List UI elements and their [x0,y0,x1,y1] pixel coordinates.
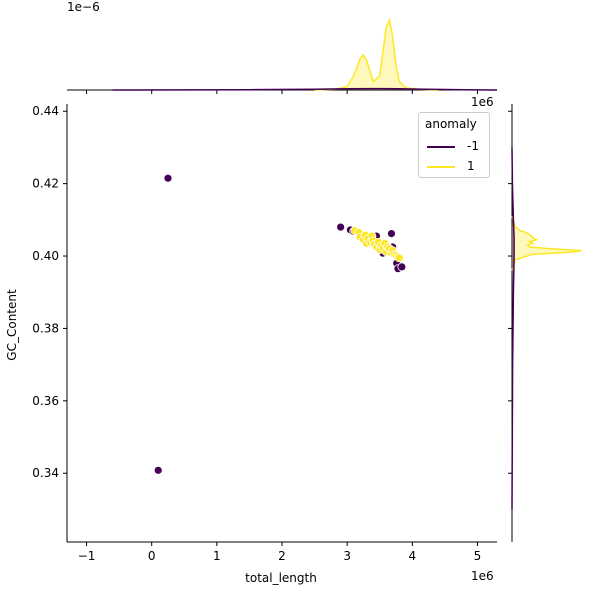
y-tick-label: 0.36 [32,394,59,408]
y-tick-label: 0.44 [32,104,59,118]
x-tick-label: 1 [213,549,221,563]
top-density-offset-label: 1e−6 [67,0,100,14]
legend-entry-pos1: 1 [427,159,487,175]
x-tick-label: 5 [474,549,482,563]
legend-entry-neg1: -1 [427,139,487,155]
top-marginal-axes [67,17,498,94]
legend: anomaly -1 1 [418,112,490,178]
legend-title: anomaly [425,117,477,131]
top-density-line-anomaly [112,87,498,91]
y-tick-label: 0.40 [32,249,59,263]
top-density-line-normal [314,17,439,91]
y-tick-label: 0.38 [32,321,59,335]
y-tick-label: 0.34 [32,466,59,480]
right-offset-label: 1e6 [471,95,494,109]
scatter-point-normal [394,253,404,263]
right-density-fill-normal [512,216,582,271]
right-marginal-axes [508,104,583,542]
x-tick-label: 3 [343,549,351,563]
legend-swatch-neg1 [427,146,455,148]
right-density-line-normal [511,215,583,271]
y-tick-label: 0.42 [32,177,59,191]
scatter-point-anomaly [163,173,173,183]
scatter-point-anomaly [153,465,163,475]
x-tick-label: −1 [78,549,96,563]
x-tick-label: 0 [148,549,156,563]
scatter-point-anomaly [336,222,346,232]
scatter-point-anomaly [397,262,407,272]
x-offset-label: 1e6 [471,569,494,583]
legend-swatch-pos1 [427,166,455,168]
main-axes: −1 0 1 2 3 4 5 0.34 0.36 0.38 0.40 0.42 0.44 [32,104,497,563]
right-density-line-anomaly [511,147,515,510]
scatter-point-anomaly [387,229,396,238]
x-tick-label: 2 [278,549,286,563]
legend-label-pos1: 1 [467,159,475,173]
x-axis-label: total_length [245,571,317,585]
legend-label-neg1: -1 [467,139,479,153]
x-tick-label: 4 [408,549,416,563]
y-axis-label: GC_Content [5,289,19,361]
